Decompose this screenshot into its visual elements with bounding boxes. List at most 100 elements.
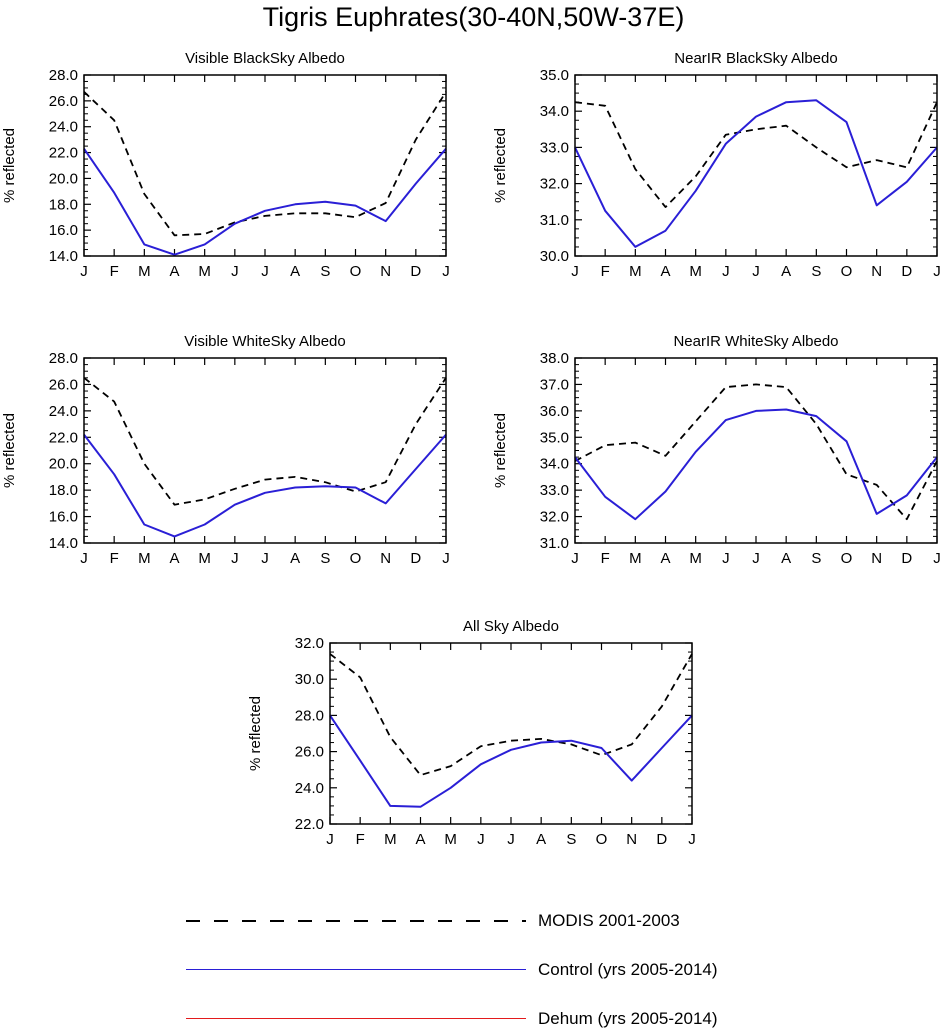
y-tick-label: 28.0 (49, 350, 78, 367)
plot-frame (83, 74, 447, 257)
x-tick-label: F (110, 550, 119, 567)
x-tick-label: J (933, 263, 941, 280)
y-axis-label: % reflected (247, 696, 264, 771)
y-tick-label: 37.0 (540, 376, 569, 393)
x-tick-label: J (752, 550, 760, 567)
x-tick-label: J (80, 550, 88, 567)
chart-panel-3: Visible WhiteSky Albedo % reflected J F M A M J… (1, 333, 450, 567)
legend-label-dehum: Dehum (yrs 2005-2014) (538, 1009, 718, 1028)
x-tick-label: J (507, 831, 515, 848)
x-tick-label: A (660, 263, 670, 280)
y-tick-label: 30.0 (295, 671, 324, 688)
y-tick-label: 35.0 (540, 429, 569, 446)
y-tick-label: 31.0 (540, 535, 569, 552)
x-tick-label: A (660, 550, 670, 567)
x-tick-label: M (138, 263, 151, 280)
chart-panel-1: Visible BlackSky Albedo % reflected J F M A M J… (1, 50, 450, 280)
x-tick-label: S (811, 263, 821, 280)
x-tick-label: A (781, 550, 791, 567)
y-tick-label: 31.0 (540, 212, 569, 229)
y-tick-label: 26.0 (49, 376, 78, 393)
y-tick-label: 14.0 (49, 248, 78, 265)
panel-title: NearIR WhiteSky Albedo (673, 333, 838, 350)
legend-item-control: Control (yrs 2005-2014) (186, 958, 806, 982)
figure-title: Tigris Euphrates(30-40N,50W-37E) (262, 2, 685, 32)
x-tick-label: J (326, 831, 334, 848)
x-tick-label: J (571, 263, 579, 280)
series-line-modis (574, 101, 938, 209)
x-tick-label: D (901, 550, 912, 567)
legend-label-control: Control (yrs 2005-2014) (538, 960, 718, 979)
x-tick-label: F (601, 550, 610, 567)
y-tick-label: 24.0 (49, 119, 78, 136)
panel-title: NearIR BlackSky Albedo (674, 50, 837, 67)
y-tick-label: 33.0 (540, 482, 569, 499)
y-tick-label: 26.0 (295, 744, 324, 761)
y-tick-label: 18.0 (49, 196, 78, 213)
legend-item-modis: MODIS 2001-2003 (186, 909, 806, 933)
y-tick-label: 20.0 (49, 456, 78, 473)
y-tick-label: 20.0 (49, 170, 78, 187)
x-tick-label: N (871, 550, 882, 567)
panel-title: Visible BlackSky Albedo (185, 50, 345, 67)
x-tick-label: A (290, 263, 300, 280)
y-tick-label: 24.0 (295, 780, 324, 797)
x-tick-label: M (629, 263, 642, 280)
chart-panel-4: NearIR WhiteSky Albedo % reflected J F M A M J J… (492, 333, 941, 567)
y-axis-label: % reflected (1, 413, 18, 488)
x-tick-label: M (198, 550, 211, 567)
x-tick-label: M (198, 263, 211, 280)
x-tick-label: F (356, 831, 365, 848)
series-line-modis (83, 91, 447, 237)
x-tick-label: A (781, 263, 791, 280)
x-tick-label: S (566, 831, 576, 848)
y-tick-label: 22.0 (295, 816, 324, 833)
x-tick-label: M (689, 550, 702, 567)
series-line-control (574, 408, 938, 521)
x-tick-label: J (231, 550, 239, 567)
x-tick-label: J (571, 550, 579, 567)
y-tick-label: 32.0 (540, 509, 569, 526)
x-tick-label: D (410, 263, 421, 280)
x-tick-label: J (933, 550, 941, 567)
y-tick-label: 22.0 (49, 145, 78, 162)
x-tick-label: M (444, 831, 457, 848)
y-axis-label: % reflected (492, 413, 509, 488)
x-tick-label: O (350, 550, 362, 567)
x-tick-label: J (722, 550, 730, 567)
plot-frame (83, 357, 447, 544)
x-tick-label: A (169, 263, 179, 280)
x-tick-label: O (350, 263, 362, 280)
x-tick-label: J (231, 263, 239, 280)
series-line-control (574, 99, 938, 248)
x-tick-label: J (477, 831, 485, 848)
legend-swatch-modis (186, 920, 526, 922)
legend-item-dehum: Dehum (yrs 2005-2014) (186, 1007, 806, 1031)
legend-swatch-control (186, 969, 526, 970)
panel-title: All Sky Albedo (463, 618, 559, 635)
x-tick-label: J (442, 263, 450, 280)
x-tick-label: M (689, 263, 702, 280)
y-tick-label: 30.0 (540, 248, 569, 265)
y-tick-label: 33.0 (540, 139, 569, 156)
x-tick-label: A (290, 550, 300, 567)
x-tick-label: J (261, 550, 269, 567)
x-tick-label: S (811, 550, 821, 567)
y-tick-label: 32.0 (295, 635, 324, 652)
y-tick-label: 28.0 (49, 67, 78, 84)
y-tick-label: 24.0 (49, 403, 78, 420)
y-tick-label: 32.0 (540, 176, 569, 193)
x-tick-label: A (536, 831, 546, 848)
y-tick-label: 28.0 (295, 707, 324, 724)
x-tick-label: O (841, 263, 853, 280)
x-tick-label: A (169, 550, 179, 567)
x-tick-label: J (688, 831, 696, 848)
x-tick-label: F (601, 263, 610, 280)
plot-frame (574, 357, 938, 544)
y-tick-label: 14.0 (49, 535, 78, 552)
series-line-modis (83, 377, 447, 506)
series-line-control (329, 714, 693, 808)
x-tick-label: F (110, 263, 119, 280)
x-tick-label: J (752, 263, 760, 280)
